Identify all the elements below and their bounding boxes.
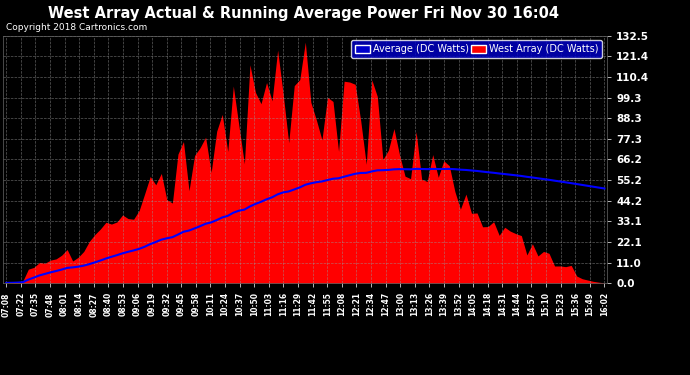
Text: Copyright 2018 Cartronics.com: Copyright 2018 Cartronics.com xyxy=(6,22,147,32)
Legend: Average (DC Watts), West Array (DC Watts): Average (DC Watts), West Array (DC Watts… xyxy=(351,40,602,58)
Text: West Array Actual & Running Average Power Fri Nov 30 16:04: West Array Actual & Running Average Powe… xyxy=(48,6,559,21)
